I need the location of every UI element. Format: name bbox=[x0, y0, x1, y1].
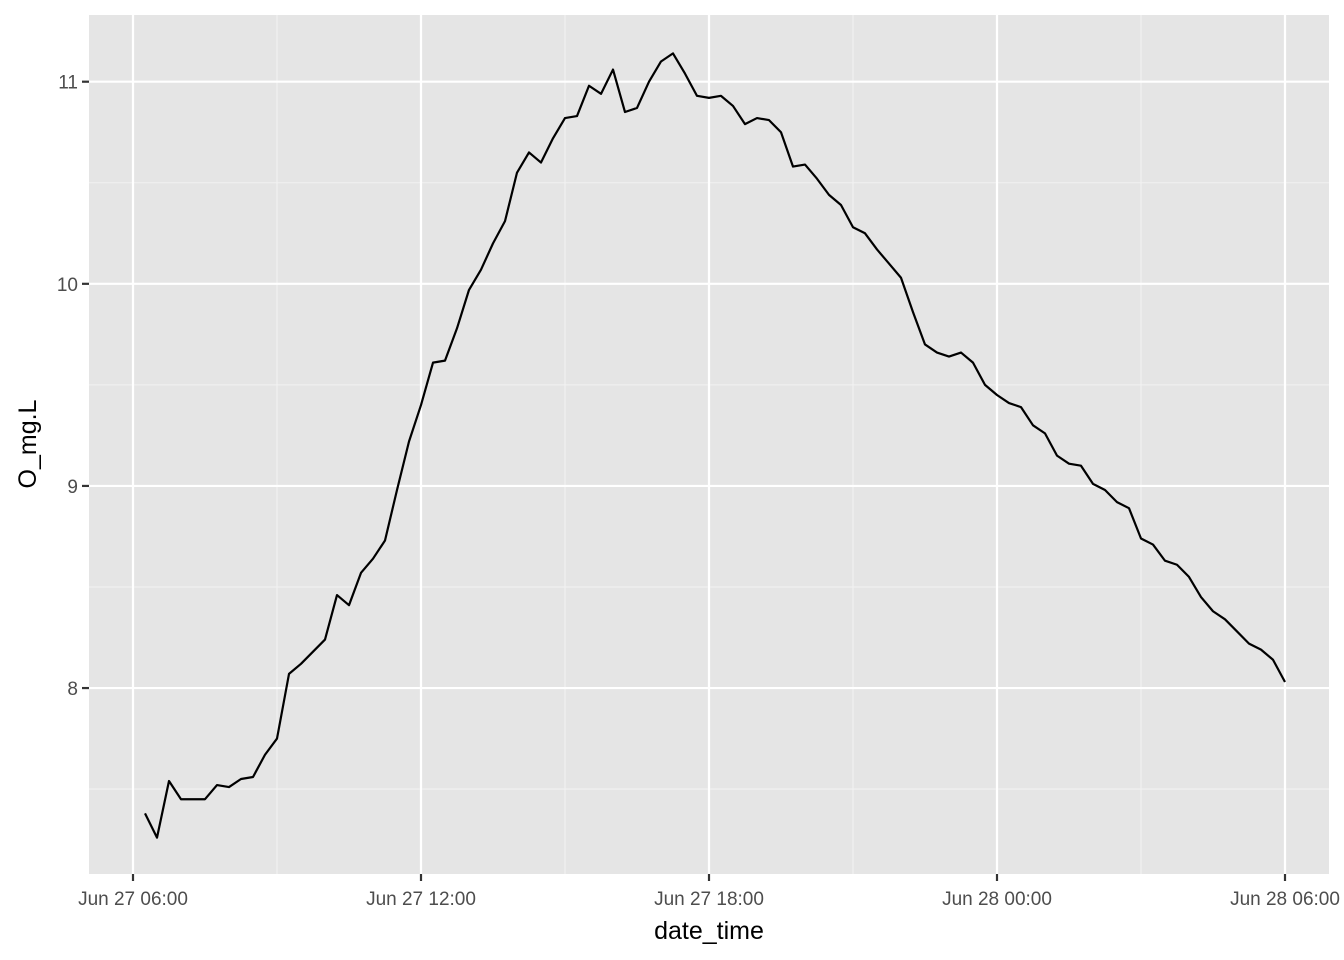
y-tick-label: 10 bbox=[57, 275, 78, 296]
x-axis-title: date_time bbox=[654, 917, 764, 945]
x-tick-label: Jun 27 06:00 bbox=[78, 889, 188, 910]
y-axis-title: O_mg.L bbox=[14, 399, 42, 488]
x-tick-label: Jun 27 12:00 bbox=[366, 889, 476, 910]
x-axis: Jun 27 06:00 Jun 27 12:00 Jun 27 18:00 Jun … bbox=[78, 874, 1340, 910]
y-tick-label: 9 bbox=[67, 477, 78, 498]
y-tick-label: 8 bbox=[67, 679, 78, 700]
x-tick-label: Jun 28 06:00 bbox=[1230, 889, 1340, 910]
x-tick-label: Jun 27 18:00 bbox=[654, 889, 764, 910]
x-tick-label: Jun 28 00:00 bbox=[942, 889, 1052, 910]
series-line bbox=[144, 52, 1286, 839]
major-gridlines bbox=[89, 15, 1329, 874]
y-axis: 8 9 10 11 bbox=[57, 73, 89, 700]
y-tick-label: 11 bbox=[58, 73, 78, 94]
